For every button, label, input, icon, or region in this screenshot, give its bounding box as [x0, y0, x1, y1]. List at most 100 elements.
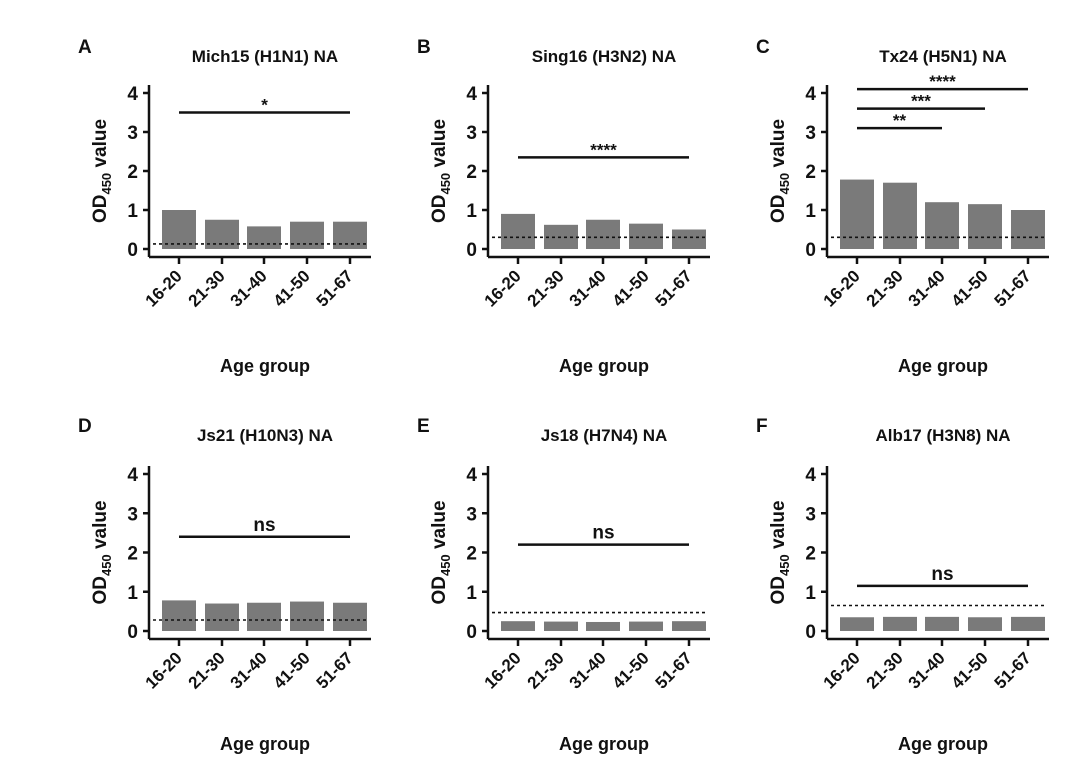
y-tick-label: 1: [805, 201, 816, 222]
bar-21-30: [883, 616, 917, 631]
chart-title: Mich15 (H1N1) NA: [192, 47, 338, 66]
x-tick-label: 16-20: [142, 648, 186, 692]
bar-31-40: [925, 616, 959, 631]
x-tick-label: 51-67: [991, 266, 1035, 310]
bar-41-50: [629, 621, 663, 631]
y-tick-label: 2: [127, 544, 138, 565]
y-tick-label: 3: [466, 504, 477, 525]
x-tick-label: 41-50: [270, 648, 314, 692]
chart-title: Js18 (H7N4) NA: [541, 426, 668, 445]
y-tick-label: 0: [127, 622, 138, 643]
bar-16-20: [501, 213, 535, 249]
x-tick-label: 31-40: [227, 648, 271, 692]
x-axis-label: Age group: [898, 734, 988, 754]
significance-label: ****: [929, 72, 956, 91]
x-tick-label: 41-50: [948, 266, 992, 310]
y-tick-label: 4: [805, 84, 816, 105]
panel-letter: F: [756, 416, 768, 437]
x-tick-label: 51-67: [652, 648, 696, 692]
bar-16-20: [840, 617, 874, 631]
y-tick-label: 1: [466, 583, 477, 604]
x-tick-label: 16-20: [481, 648, 525, 692]
x-tick-label: 41-50: [270, 266, 314, 310]
x-tick-label: 21-30: [185, 648, 229, 692]
y-tick-label: 3: [805, 504, 816, 525]
panel-letter: C: [756, 37, 770, 58]
x-tick-label: 16-20: [820, 648, 864, 692]
y-tick-label: 0: [127, 240, 138, 261]
bar-51-67: [333, 221, 367, 249]
x-tick-label: 31-40: [566, 648, 610, 692]
bar-31-40: [247, 226, 281, 249]
y-axis-label: OD450 value: [90, 119, 114, 223]
y-tick-label: 2: [805, 544, 816, 565]
significance-label: **: [893, 111, 907, 130]
x-tick-label: 21-30: [185, 266, 229, 310]
y-tick-label: 1: [805, 583, 816, 604]
y-tick-label: 4: [466, 84, 477, 105]
significance-label: ns: [592, 523, 614, 544]
bar-31-40: [925, 202, 959, 249]
x-tick-label: 41-50: [609, 266, 653, 310]
significance-label: ns: [253, 515, 275, 536]
significance-label: ***: [911, 92, 931, 111]
x-axis-label: Age group: [220, 734, 310, 754]
panel-f: F Alb17 (H3N8) NA 0 1 2 3 4 16-2021-3031-4041-5…: [756, 416, 1049, 754]
x-tick-label: 31-40: [905, 648, 949, 692]
y-axis-label: OD450 value: [768, 500, 792, 604]
panel-d: D Js21 (H10N3) NA 0 1 2 3 4 16-2021-3031-4041-5…: [78, 416, 371, 754]
bar-41-50: [968, 204, 1002, 249]
x-tick-label: 16-20: [142, 266, 186, 310]
x-tick-label: 41-50: [609, 648, 653, 692]
x-tick-label: 31-40: [227, 266, 271, 310]
x-tick-label: 21-30: [524, 648, 568, 692]
y-axis-label: OD450 value: [768, 119, 792, 223]
bar-16-20: [840, 179, 874, 249]
y-tick-label: 0: [805, 622, 816, 643]
bar-41-50: [968, 617, 1002, 631]
bar-16-20: [162, 210, 196, 249]
panel-letter: A: [78, 37, 92, 58]
y-tick-label: 4: [127, 84, 138, 105]
x-tick-label: 31-40: [566, 266, 610, 310]
x-tick-label: 21-30: [863, 648, 907, 692]
significance-label: *: [261, 96, 268, 115]
y-tick-label: 3: [127, 504, 138, 525]
chart-title: Sing16 (H3N2) NA: [532, 47, 677, 66]
x-tick-label: 16-20: [820, 266, 864, 310]
bar-21-30: [544, 621, 578, 631]
panel-c: C Tx24 (H5N1) NA 0 1 2 3 4 16-2021-3031-4041-50…: [756, 37, 1049, 376]
x-tick-label: 21-30: [863, 266, 907, 310]
panel-e: E Js18 (H7N4) NA 0 1 2 3 4 16-2021-3031-4041-50…: [417, 416, 710, 754]
chart-title: Alb17 (H3N8) NA: [875, 426, 1010, 445]
x-axis-label: Age group: [559, 356, 649, 376]
x-tick-label: 16-20: [481, 266, 525, 310]
y-tick-label: 3: [466, 123, 477, 144]
bar-21-30: [205, 603, 239, 631]
bar-16-20: [501, 621, 535, 631]
y-tick-label: 3: [127, 123, 138, 144]
x-tick-label: 51-67: [652, 266, 696, 310]
x-axis-label: Age group: [220, 356, 310, 376]
y-tick-label: 2: [127, 162, 138, 183]
x-tick-label: 51-67: [991, 648, 1035, 692]
bar-51-67: [672, 229, 706, 249]
x-tick-label: 41-50: [948, 648, 992, 692]
y-tick-label: 2: [466, 162, 477, 183]
y-axis-label: OD450 value: [90, 500, 114, 604]
x-tick-label: 51-67: [313, 648, 357, 692]
y-tick-label: 4: [127, 465, 138, 486]
y-tick-label: 0: [805, 240, 816, 261]
x-tick-label: 21-30: [524, 266, 568, 310]
panel-letter: D: [78, 416, 92, 437]
bar-31-40: [586, 621, 620, 631]
panel-letter: E: [417, 416, 430, 437]
bar-41-50: [629, 223, 663, 249]
y-tick-label: 2: [805, 162, 816, 183]
bar-16-20: [162, 600, 196, 631]
bar-31-40: [586, 219, 620, 249]
y-axis-label: OD450 value: [429, 500, 453, 604]
panel-letter: B: [417, 37, 431, 58]
x-tick-label: 31-40: [905, 266, 949, 310]
